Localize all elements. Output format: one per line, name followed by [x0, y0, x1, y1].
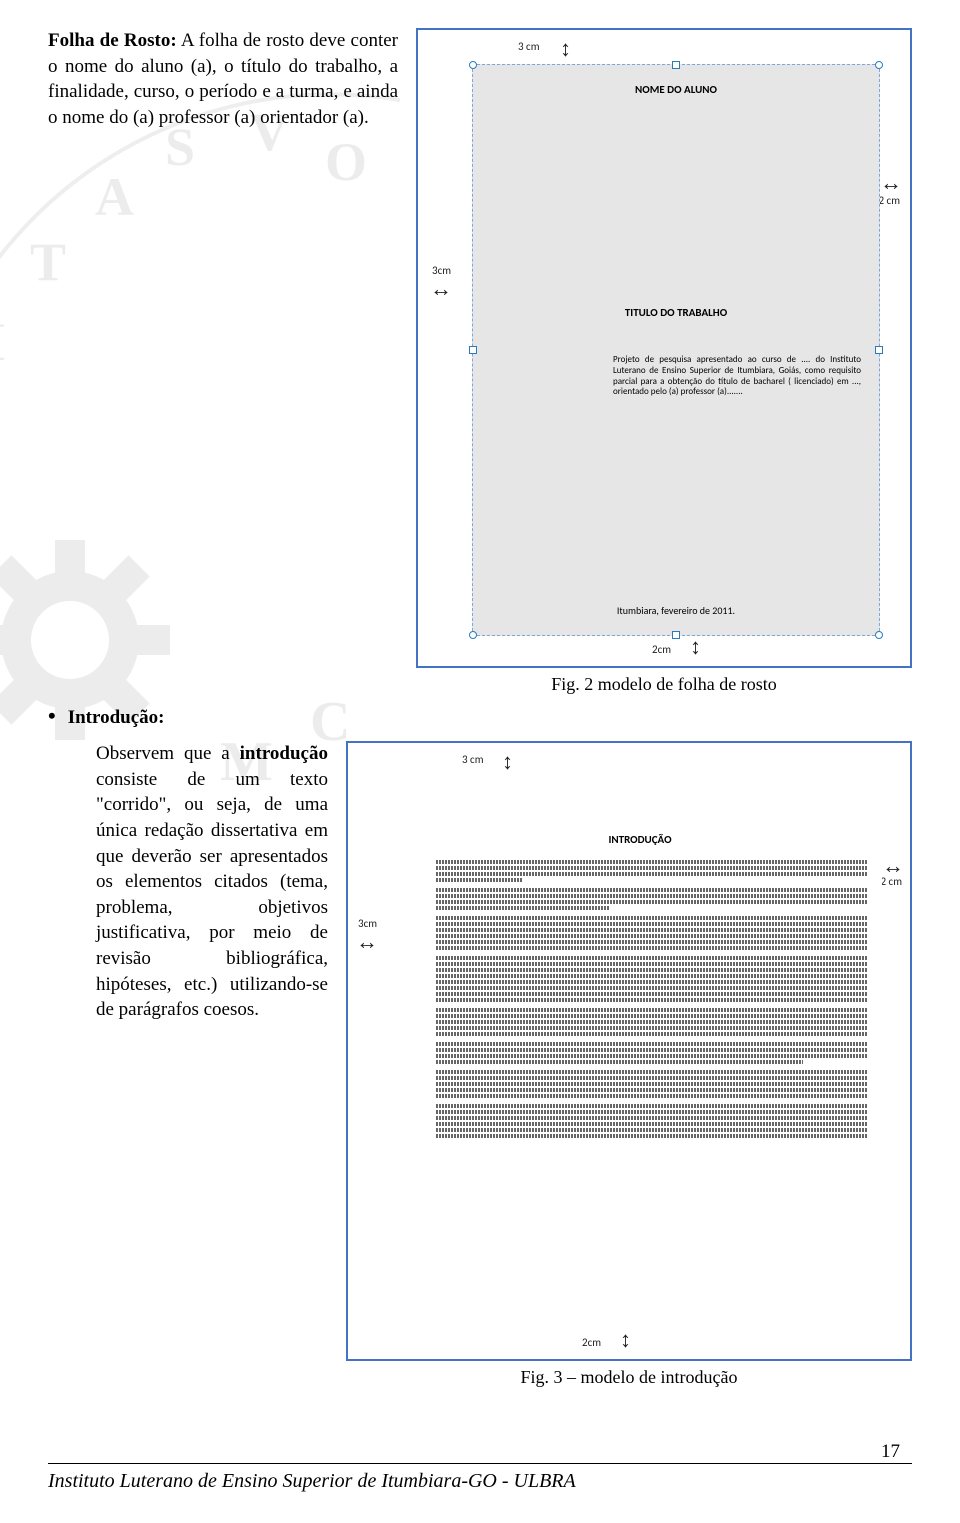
fig2-body-lines: [412, 860, 868, 1138]
introducao-bullet: Introdução:: [48, 703, 912, 729]
fig2-heading: INTRODUÇÃO: [398, 833, 882, 846]
section2-heading: Introdução:: [68, 707, 165, 728]
fig1-right-margin-label: 2 cm: [878, 194, 900, 207]
fig1-city-date: Itumbiara, fevereiro de 2011.: [473, 604, 879, 617]
fig1-top-margin-label: 3 cm: [518, 40, 540, 53]
s2-p3: consiste de um texto "corrido", ou seja,…: [96, 769, 328, 1021]
s2-p2: introdução: [240, 743, 328, 764]
arrow-vert-icon: ↕: [620, 1329, 631, 1351]
fig1-frame: 3 cm ↕ 3cm ↔ ↔ 2 cm 2cm ↕ NOME DO ALUNO: [416, 28, 912, 668]
arrow-horiz-icon: ↔: [882, 855, 904, 877]
fig1-bottom-margin-label: 2cm: [652, 643, 671, 656]
arrow-vert-icon: ↕: [690, 636, 701, 658]
arrow-vert-icon: ↕: [502, 751, 513, 773]
page-number: 17: [881, 1441, 900, 1463]
fig2-top-margin-label: 3 cm: [462, 753, 484, 766]
s2-p1: Observem que a: [96, 743, 240, 764]
introducao-text: Observem que a introdução consiste de um…: [48, 741, 328, 1023]
arrow-vert-icon: ↕: [560, 38, 571, 60]
arrow-horiz-icon: ↔: [430, 278, 452, 300]
fig2-caption: Fig. 3 – modelo de introdução: [346, 1367, 912, 1388]
fig2-bottom-margin-label: 2cm: [582, 1336, 601, 1349]
fig1-caption: Fig. 2 modelo de folha de rosto: [416, 674, 912, 695]
arrow-horiz-icon: ↔: [880, 172, 902, 194]
fig2-right-margin-label: 2 cm: [880, 875, 902, 888]
footer-text: Instituto Luterano de Ensino Superior de…: [48, 1470, 576, 1493]
section1-heading: Folha de Rosto:: [48, 30, 177, 51]
fig1-titulo-trabalho: TITULO DO TRABALHO: [473, 306, 879, 319]
fig2-frame: 3 cm ↕ ↕ 5 cm 3cm ↔ ↔ 2 cm 2cm ↕ INTRODU…: [346, 741, 912, 1361]
fig1-nome-aluno: NOME DO ALUNO: [473, 83, 879, 96]
page-footer: Instituto Luterano de Ensino Superior de…: [48, 1463, 912, 1493]
folha-de-rosto-text: Folha de Rosto: A folha de rosto deve co…: [48, 28, 398, 695]
fig1-project-text: Projeto de pesquisa apresentado ao curso…: [613, 355, 861, 398]
arrow-horiz-icon: ↔: [356, 931, 378, 953]
